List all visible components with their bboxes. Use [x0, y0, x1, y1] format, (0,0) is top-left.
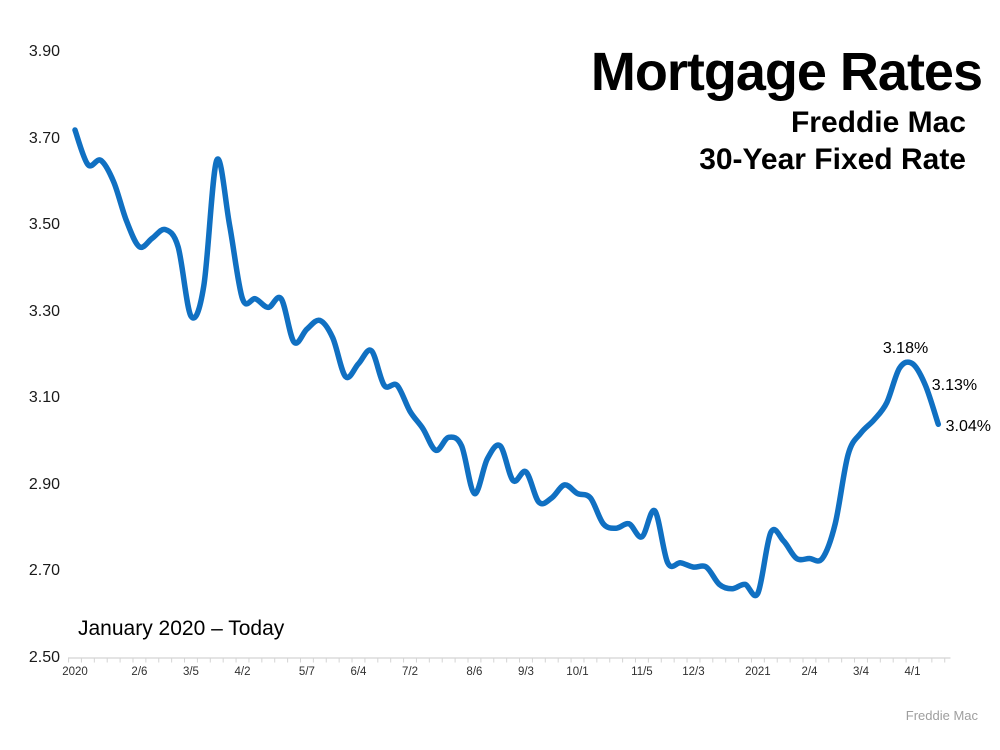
x-tick-label: 2020	[62, 666, 88, 678]
rate-data-label: 3.13%	[931, 377, 978, 395]
x-tick-label: 4/2	[234, 666, 251, 678]
x-tick-label: 2/6	[131, 666, 148, 678]
y-tick-label: 3.90	[28, 43, 60, 61]
y-tick-label: 3.70	[28, 129, 60, 147]
y-tick-label: 2.70	[28, 562, 60, 580]
x-axis-ticks	[68, 658, 946, 663]
y-tick-label: 3.10	[28, 389, 60, 407]
x-tick-label: 3/4	[852, 666, 869, 678]
x-tick-label: 8/6	[466, 666, 483, 678]
x-tick-label: 5/7	[298, 666, 315, 678]
y-tick-label: 2.50	[28, 649, 60, 666]
y-tick-label: 3.50	[28, 216, 60, 234]
chart-title: Mortgage Rates	[590, 42, 983, 102]
chart-subtitle-source: Freddie Mac	[790, 106, 966, 139]
x-tick-label: 12/3	[682, 666, 705, 678]
x-tick-label: 4/1	[904, 666, 921, 678]
y-tick-label: 3.30	[28, 302, 60, 320]
period-label: January 2020 – Today	[78, 617, 285, 640]
x-tick-label: 9/3	[517, 666, 534, 678]
x-tick-label: 7/2	[402, 666, 418, 678]
rate-data-label: 3.18%	[882, 339, 929, 357]
y-tick-label: 2.90	[28, 475, 60, 493]
x-tick-label: 2021	[745, 666, 771, 678]
chart-subtitle-product: 30-Year Fixed Rate	[699, 143, 966, 176]
source-attribution: Freddie Mac	[905, 708, 978, 723]
rate-series-line	[72, 127, 942, 599]
title-block: Mortgage Rates Freddie Mac 30-Year Fixed…	[590, 40, 983, 178]
x-tick-label: 11/5	[631, 666, 653, 678]
x-tick-label: 10/1	[566, 666, 589, 678]
x-tick-label: 6/4	[350, 666, 367, 678]
x-tick-label: 3/5	[182, 666, 199, 678]
x-tick-label: 2/4	[801, 666, 818, 678]
rate-data-label: 3.04%	[945, 418, 991, 436]
